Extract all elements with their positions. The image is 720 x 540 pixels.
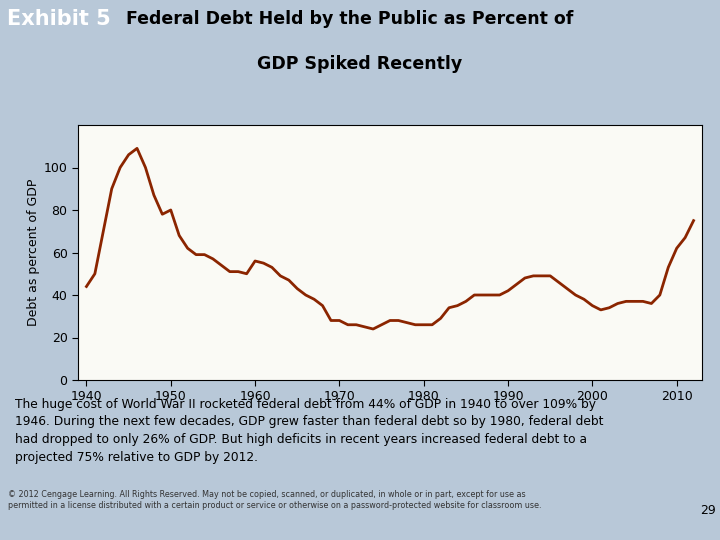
Text: © 2012 Cengage Learning. All Rights Reserved. May not be copied, scanned, or dup: © 2012 Cengage Learning. All Rights Rese… [8, 490, 541, 510]
Y-axis label: Debt as percent of GDP: Debt as percent of GDP [27, 179, 40, 326]
Text: Federal Debt Held by the Public as Percent of: Federal Debt Held by the Public as Perce… [126, 10, 573, 28]
Text: 29: 29 [701, 503, 716, 516]
Text: GDP Spiked Recently: GDP Spiked Recently [257, 55, 463, 73]
Text: Exhibit 5: Exhibit 5 [7, 9, 111, 29]
Text: The huge cost of World War II rocketed federal debt from 44% of GDP in 1940 to o: The huge cost of World War II rocketed f… [15, 398, 603, 463]
